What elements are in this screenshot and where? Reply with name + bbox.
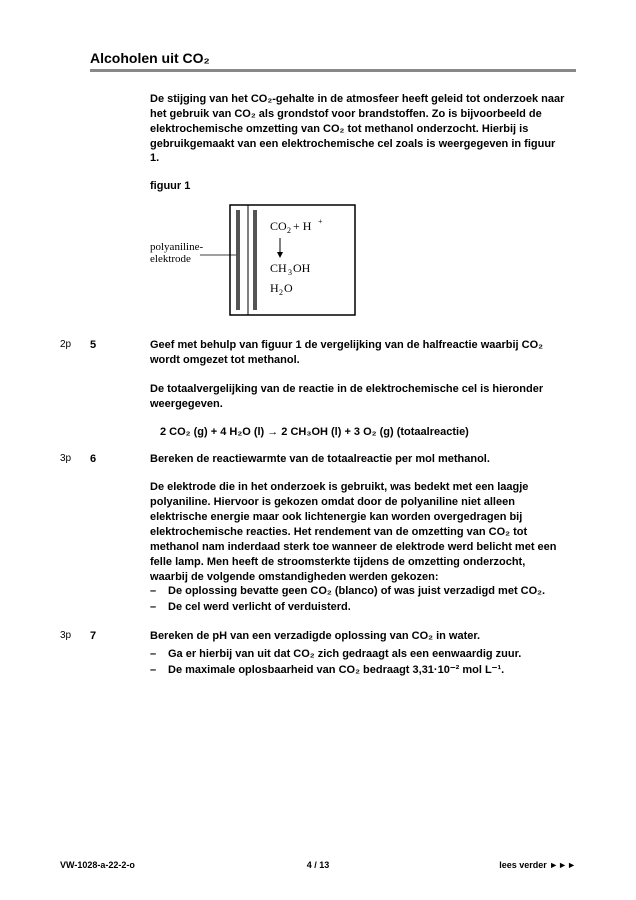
dash-icon: – bbox=[150, 663, 168, 678]
bullet-text: De cel werd verlicht of verduisterd. bbox=[168, 600, 351, 615]
footer-right: lees verder ►►► bbox=[499, 860, 576, 870]
paragraph-3: De elektrode die in het onderzoek is geb… bbox=[150, 480, 566, 615]
question-text: Bereken de reactiewarmte van de totaalre… bbox=[150, 452, 566, 467]
title-rule bbox=[90, 69, 576, 72]
list-item: – De cel werd verlicht of verduisterd. bbox=[150, 600, 566, 615]
figure-label: figuur 1 bbox=[150, 180, 566, 192]
question-6: 3p 6 Bereken de reactiewarmte van de tot… bbox=[150, 452, 566, 467]
question-number: 5 bbox=[90, 338, 150, 368]
question-5: 2p 5 Geef met behulp van figuur 1 de ver… bbox=[150, 338, 566, 368]
svg-text:O: O bbox=[284, 281, 293, 295]
paragraph-3-main: De elektrode die in het onderzoek is geb… bbox=[150, 481, 557, 582]
footer-page-number: 4 / 13 bbox=[307, 860, 330, 870]
section-title: Alcoholen uit CO₂ bbox=[90, 50, 576, 69]
total-reaction-equation: 2 CO₂ (g) + 4 H₂O (l) → 2 CH₃OH (l) + 3 … bbox=[150, 426, 566, 438]
svg-text:CO: CO bbox=[270, 219, 287, 233]
q7-main: Bereken de pH van een verzadigde oplossi… bbox=[150, 630, 480, 642]
question-number: 6 bbox=[90, 452, 150, 467]
svg-text:2: 2 bbox=[279, 288, 283, 297]
dash-icon: – bbox=[150, 600, 168, 615]
question-number: 7 bbox=[90, 629, 150, 679]
svg-text:polyaniline-: polyaniline- bbox=[150, 241, 203, 253]
svg-text:CH: CH bbox=[270, 261, 287, 275]
svg-text:+ H: + H bbox=[293, 219, 312, 233]
svg-text:+: + bbox=[318, 217, 323, 226]
svg-text:3: 3 bbox=[288, 268, 292, 277]
svg-text:elektrode: elektrode bbox=[150, 253, 191, 265]
figure-1: polyaniline- elektrode CO 2 + H + CH 3 O… bbox=[150, 200, 566, 320]
bullet-text: De maximale oplosbaarheid van CO₂ bedraa… bbox=[168, 663, 504, 678]
svg-text:2: 2 bbox=[287, 226, 291, 235]
question-7: 3p 7 Bereken de pH van een verzadigde op… bbox=[150, 629, 566, 679]
svg-text:H: H bbox=[270, 281, 279, 295]
list-item: – Ga er hierbij van uit dat CO₂ zich ged… bbox=[150, 647, 566, 662]
footer-left: VW-1028-a-22-2-o bbox=[60, 860, 135, 870]
dash-icon: – bbox=[150, 647, 168, 662]
intro-paragraph: De stijging van het CO₂-gehalte in de at… bbox=[150, 92, 566, 166]
bullet-text: Ga er hierbij van uit dat CO₂ zich gedra… bbox=[168, 647, 521, 662]
bullet-text: De oplossing bevatte geen CO₂ (blanco) o… bbox=[168, 584, 545, 599]
content-area: De stijging van het CO₂-gehalte in de at… bbox=[150, 92, 566, 679]
title-block: Alcoholen uit CO₂ bbox=[90, 50, 576, 72]
points-label: 2p bbox=[60, 338, 90, 368]
svg-text:OH: OH bbox=[293, 261, 311, 275]
dash-icon: – bbox=[150, 584, 168, 599]
question-text: Geef met behulp van figuur 1 de vergelij… bbox=[150, 338, 566, 368]
points-label: 3p bbox=[60, 452, 90, 467]
list-item: – De maximale oplosbaarheid van CO₂ bedr… bbox=[150, 663, 566, 678]
points-label: 3p bbox=[60, 629, 90, 679]
mid-paragraph: De totaalvergelijking van de reactie in … bbox=[150, 382, 566, 412]
list-item: – De oplossing bevatte geen CO₂ (blanco)… bbox=[150, 584, 566, 599]
page-footer: VW-1028-a-22-2-o 4 / 13 lees verder ►►► bbox=[60, 860, 576, 870]
question-text: Bereken de pH van een verzadigde oplossi… bbox=[150, 629, 566, 679]
electrochemical-cell-diagram: polyaniline- elektrode CO 2 + H + CH 3 O… bbox=[150, 200, 360, 320]
